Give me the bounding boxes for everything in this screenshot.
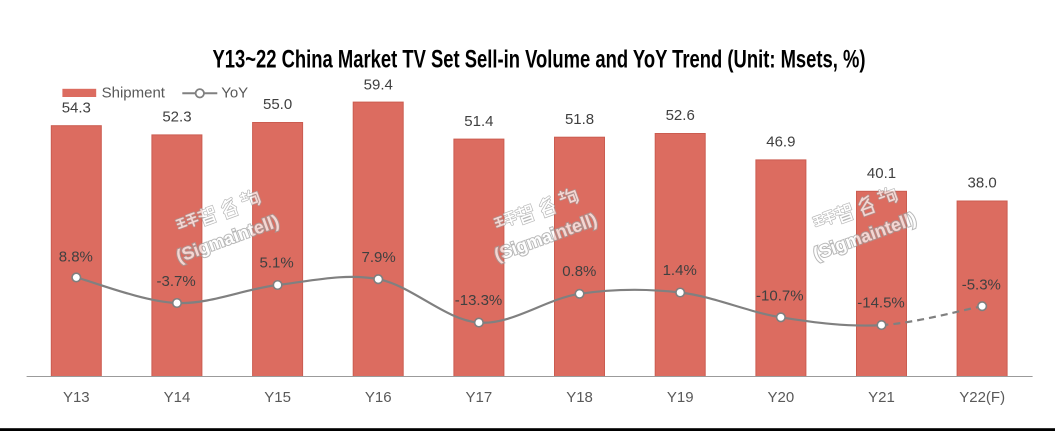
svg-text:YoY: YoY: [221, 85, 248, 102]
svg-text:5.1%: 5.1%: [259, 254, 293, 271]
svg-text:-10.7%: -10.7%: [756, 288, 804, 305]
svg-text:0.8%: 0.8%: [562, 263, 596, 280]
svg-text:Y19: Y19: [667, 389, 694, 406]
svg-text:40.1: 40.1: [867, 165, 896, 182]
svg-text:52.6: 52.6: [666, 107, 695, 124]
svg-text:38.0: 38.0: [968, 175, 997, 192]
svg-text:Y18: Y18: [566, 389, 593, 406]
svg-text:46.9: 46.9: [766, 134, 795, 151]
svg-text:Y14: Y14: [164, 389, 191, 406]
svg-text:51.4: 51.4: [464, 113, 493, 130]
svg-text:-3.7%: -3.7%: [157, 273, 196, 290]
svg-text:Y20: Y20: [767, 389, 794, 406]
svg-text:-13.3%: -13.3%: [455, 292, 503, 309]
svg-text:Y17: Y17: [466, 389, 493, 406]
svg-text:55.0: 55.0: [263, 96, 292, 113]
svg-text:Y22(F): Y22(F): [959, 389, 1005, 406]
svg-text:Y13: Y13: [63, 389, 90, 406]
svg-text:54.3: 54.3: [62, 99, 91, 116]
svg-text:51.8: 51.8: [565, 111, 594, 128]
svg-text:1.4%: 1.4%: [663, 262, 697, 279]
svg-text:Y13~22 China Market TV Set Sel: Y13~22 China Market TV Set Sell-in Volum…: [213, 46, 866, 74]
svg-text:52.3: 52.3: [162, 109, 191, 126]
svg-text:Y21: Y21: [868, 389, 895, 406]
svg-text:Y16: Y16: [365, 389, 392, 406]
svg-text:8.8%: 8.8%: [59, 248, 93, 265]
svg-text:-14.5%: -14.5%: [857, 294, 905, 311]
svg-text:-5.3%: -5.3%: [962, 277, 1001, 294]
svg-text:7.9%: 7.9%: [361, 249, 395, 266]
svg-text:Shipment: Shipment: [102, 85, 166, 102]
svg-text:Y15: Y15: [264, 389, 291, 406]
svg-text:59.4: 59.4: [364, 76, 393, 93]
